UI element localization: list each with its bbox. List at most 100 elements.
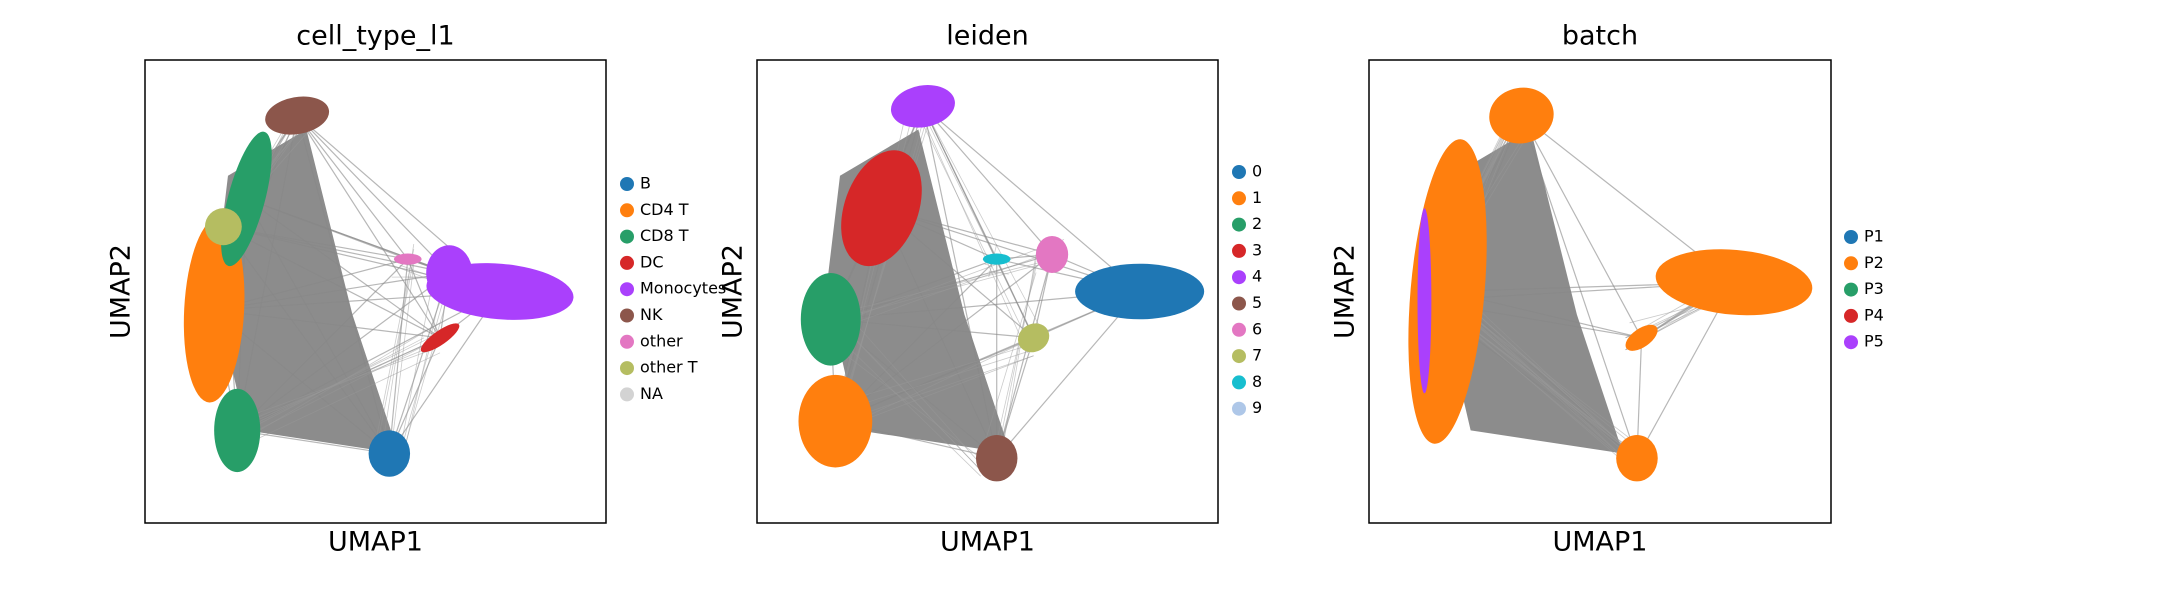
legend-label: P4 (1864, 305, 1884, 324)
legend-label: 2 (1252, 214, 1262, 233)
cluster-region (1417, 208, 1432, 394)
cluster-region (214, 388, 261, 473)
graph-edge (841, 355, 1034, 422)
plot-frame (144, 59, 607, 524)
cluster-region (393, 253, 422, 265)
cluster-region (798, 374, 873, 468)
chart-title: leiden (946, 21, 1028, 52)
cluster-region (368, 430, 411, 477)
graph-edge (400, 290, 450, 459)
chart-title: batch (1562, 21, 1638, 52)
graph-edge (372, 249, 415, 454)
legend-marker (620, 255, 634, 270)
panel: leiden UMAP1 UMAP2 0 1 2 3 4 5 6 7 8 9 (718, 21, 1263, 558)
graph-edge (842, 309, 982, 465)
panel: batch UMAP1 UMAP2 P1 P2 P3 P4 P5 (1330, 21, 1884, 558)
graph-edge (1520, 115, 1643, 339)
graph-edge (246, 198, 408, 260)
graph-edge (922, 112, 1040, 348)
legend-marker (1844, 335, 1858, 350)
cluster-region (1489, 87, 1554, 144)
legend-label: 0 (1252, 162, 1262, 181)
legend-marker (620, 282, 634, 297)
cluster-region (1616, 435, 1658, 482)
graph-edge (388, 272, 450, 454)
plot-frame (1368, 59, 1832, 524)
cluster-region (420, 323, 460, 353)
graph-edge (836, 319, 982, 471)
graph-edge (830, 318, 1034, 339)
legend-label: NA (640, 384, 663, 403)
legend-label: P1 (1864, 227, 1884, 246)
graph-edge (213, 258, 408, 311)
graph-edge (237, 352, 441, 449)
graph-edge (922, 106, 998, 459)
legend-label: other T (640, 358, 698, 377)
graph-edge (922, 105, 1053, 255)
legend-label: P5 (1864, 332, 1884, 351)
legend-label: 8 (1252, 372, 1262, 391)
graph-edge (380, 244, 415, 454)
cluster-region (1625, 324, 1658, 351)
graph-edge (984, 272, 1037, 444)
legend-label: P2 (1864, 253, 1884, 272)
graph-edge (237, 349, 433, 421)
plot-frame (756, 59, 1219, 524)
graph-edge (222, 226, 390, 454)
graph-edge (400, 278, 434, 444)
legend-label: 4 (1252, 267, 1262, 286)
graph-edge (1459, 291, 1638, 459)
legend-marker (620, 387, 634, 402)
legend-label: CD8 T (640, 226, 689, 245)
legend-label: 9 (1252, 398, 1262, 417)
graph-edge (296, 115, 390, 454)
graph-edge (400, 278, 450, 449)
graph-edge (296, 115, 409, 260)
legend-marker (1844, 256, 1858, 271)
graph-edge (922, 124, 1022, 328)
legend-label: Monocytes (640, 279, 726, 298)
legend-marker (1232, 243, 1246, 258)
legend-marker (1844, 308, 1858, 323)
legend-label: 1 (1252, 188, 1262, 207)
legend-marker (1844, 230, 1858, 244)
legend-marker (620, 308, 634, 323)
graph-edge (880, 207, 998, 459)
legend-label: 6 (1252, 319, 1262, 338)
legend-marker (1232, 217, 1246, 232)
legend-marker (1232, 270, 1246, 285)
graph-edge (834, 101, 936, 428)
legend-marker (620, 177, 634, 191)
graph-edge (237, 337, 441, 441)
graph-edge (229, 332, 441, 437)
legend-marker (620, 203, 634, 218)
graph-edge (296, 115, 441, 339)
graph-edge (922, 118, 1028, 353)
legend-label: 5 (1252, 293, 1262, 312)
legend-marker (1232, 401, 1246, 416)
graph-edge (236, 115, 298, 431)
legend-label: P3 (1864, 279, 1884, 298)
y-axis-label: UMAP2 (718, 244, 749, 339)
legend-marker (620, 334, 634, 349)
legend-marker (1232, 165, 1246, 179)
legend-label: B (640, 174, 651, 193)
graph-edge (996, 291, 1141, 459)
graph-edge (922, 105, 1141, 292)
legend-marker (620, 229, 634, 244)
legend-label: NK (640, 305, 663, 324)
graph-edge (996, 254, 1053, 459)
cluster-region (890, 85, 955, 128)
x-axis-label: UMAP1 (1553, 527, 1648, 558)
graph-edge (1520, 115, 1638, 459)
cluster-region (1017, 323, 1050, 353)
legend-label: DC (640, 252, 664, 271)
graph-edge (236, 258, 409, 431)
graph-edge (236, 272, 450, 431)
legend-label: other (640, 331, 683, 350)
graph-edge (1447, 309, 1650, 464)
graph-edge (296, 115, 450, 274)
y-axis-label: UMAP2 (1330, 244, 1361, 339)
graph-edge (223, 226, 441, 339)
